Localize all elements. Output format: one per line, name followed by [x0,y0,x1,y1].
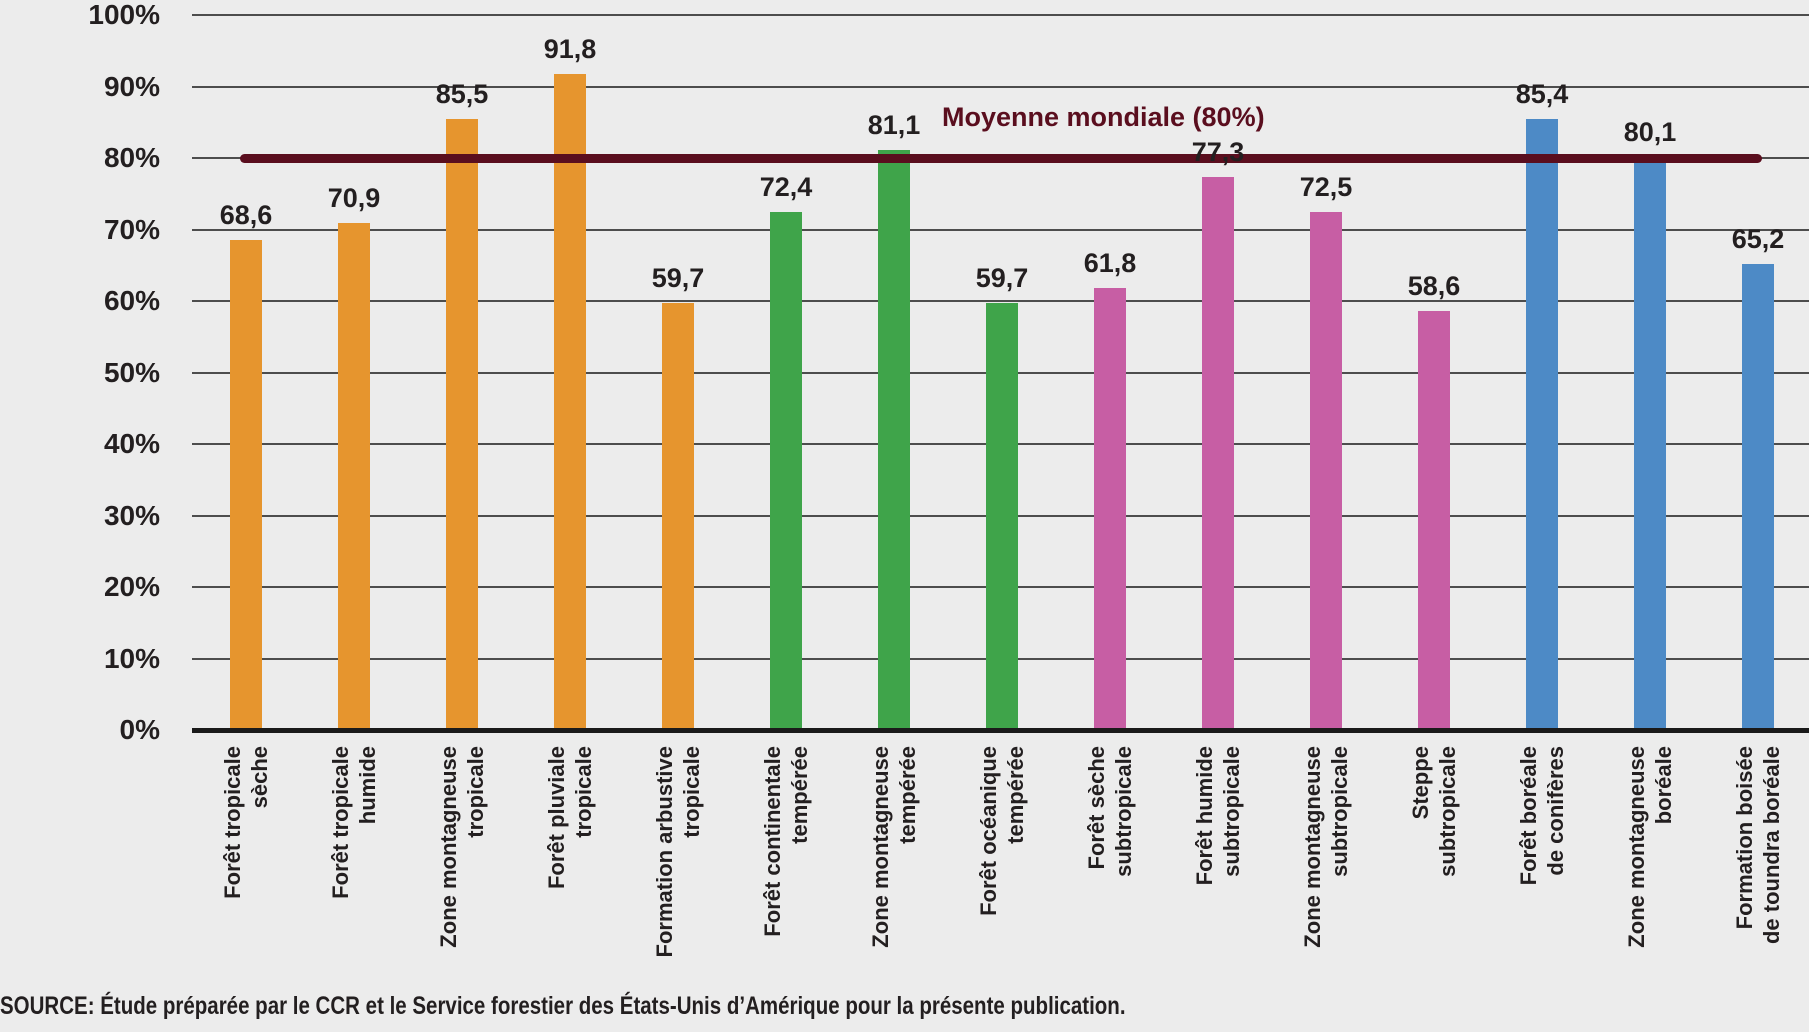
bar [338,223,370,730]
category-label-line: subtropicale [1327,746,1352,877]
category-label-line: subtropicale [1435,746,1460,877]
bar [1094,288,1126,730]
bar-value-label: 61,8 [1083,248,1137,279]
category-label-line: tempérée [895,746,920,844]
bar [230,239,262,730]
category-label: Forêt océanique tempérée [975,746,1029,962]
y-axis-tick-label: 40% [103,428,160,459]
category-label-line: tropicale [571,746,596,838]
bar [1310,211,1342,730]
bar-value-label: 72,5 [1299,171,1353,202]
y-axis-tick-label: 50% [103,356,160,388]
category-label-line: Forêt sèche [1084,746,1109,870]
plot-gridline [192,228,1809,231]
category-label: Forêt tropicale humide [327,746,381,962]
category-label-line: Steppe [1408,746,1433,820]
category-label: Zone montagneuse tropicale [435,746,489,962]
bar-value-label: 77,3 [1191,137,1245,168]
category-label-line: Forêt tropicale [328,746,353,899]
y-axis-tick-label: 80% [103,142,160,173]
category-label-line: tempérée [1003,746,1028,844]
category-label-line: tempérée [787,746,812,844]
category-label: Forêt tropicale sèche [219,746,273,962]
category-label: Formation boisée de toundra boréale [1731,746,1785,962]
category-label: Steppe subtropicale [1407,746,1461,962]
category-label-line: Zone montagneuse [1624,746,1649,948]
bar-value-label: 58,6 [1407,271,1461,301]
category-label-line: subtropicale [1219,746,1244,877]
category-label: Zone montagneuse boréale [1623,746,1677,962]
world-average-line [240,154,1762,163]
bar-value-label: 72,4 [759,172,813,203]
bar [878,150,910,730]
bar-value-label: 81,1 [867,110,921,141]
category-label-line: Formation arbustive [652,746,677,958]
y-axis-tick-label: 30% [103,499,160,531]
plot-gridline [192,300,1809,302]
bar [446,118,478,730]
bar-value-label: 80,1 [1623,117,1677,148]
category-label-line: Forêt pluviale [544,746,569,890]
bar-value-label: 70,9 [327,183,381,214]
y-axis-tick-label: 20% [103,571,160,602]
category-label-line: subtropicale [1111,746,1136,877]
bar [1634,157,1666,730]
bar-value-label: 68,6 [219,199,273,230]
bar-value-label: 59,7 [651,263,705,294]
category-label-line: Zone montagneuse [436,746,461,948]
category-label-line: de conifères [1543,746,1568,876]
bar [1418,311,1450,730]
category-label: Forêt sèche subtropicale [1083,746,1137,962]
category-label-line: Zone montagneuse [868,746,893,948]
category-label-line: humide [355,746,380,825]
category-label: Zone montagneuse subtropicale [1299,746,1353,962]
category-label: Forêt humide subtropicale [1191,746,1245,962]
bar [662,303,694,730]
category-label-line: boréale [1651,746,1676,825]
plot-gridline [192,85,1809,88]
bar [770,212,802,730]
category-label-line: sèche [247,746,272,809]
category-label-line: Formation boisée [1732,746,1757,930]
bar [1742,263,1774,730]
category-label-line: Forêt continentale [760,746,785,937]
category-label-line: Forêt tropicale [220,746,245,899]
plot-gridline [192,14,1809,16]
bar-value-label: 91,8 [543,33,597,64]
category-label: Zone montagneuse tempérée [867,746,921,962]
y-axis-tick-label: 0% [119,714,160,745]
bar-value-label: 85,4 [1515,79,1569,110]
category-label-line: Forêt humide [1192,746,1217,886]
bar [1202,177,1234,730]
category-label: Formation arbustive tropicale [651,746,705,962]
y-axis-tick-label: 90% [103,70,160,102]
category-label-line: tropicale [679,746,704,838]
category-label-line: Zone montagneuse [1300,746,1325,948]
category-label-line: Forêt océanique [976,746,1001,916]
y-axis-tick-label: 60% [103,285,160,316]
world-average-label: Moyenne mondiale (80%) [942,102,1265,132]
x-axis-line [192,728,1809,733]
y-axis-tick-label: 10% [103,642,160,674]
category-label-line: tropicale [463,746,488,838]
bar [986,303,1018,730]
category-label: Forêt continentale tempérée [759,746,813,962]
category-label-line: Forêt boréale [1516,746,1541,886]
category-label-line: de toundra boréale [1759,746,1784,945]
bar-value-label: 85,5 [435,78,489,109]
bar-value-label: 65,2 [1731,223,1785,254]
bar [1526,119,1558,730]
category-label: Forêt boréale de conifères [1515,746,1569,962]
bar-value-label: 59,7 [975,263,1029,294]
y-axis-tick-label: 100% [88,0,160,30]
bar [554,73,586,730]
source-note: SOURCE: Étude préparée par le CCR et le … [0,992,1126,1020]
category-label: Forêt pluviale tropicale [543,746,597,962]
y-axis-tick-label: 70% [103,213,160,245]
